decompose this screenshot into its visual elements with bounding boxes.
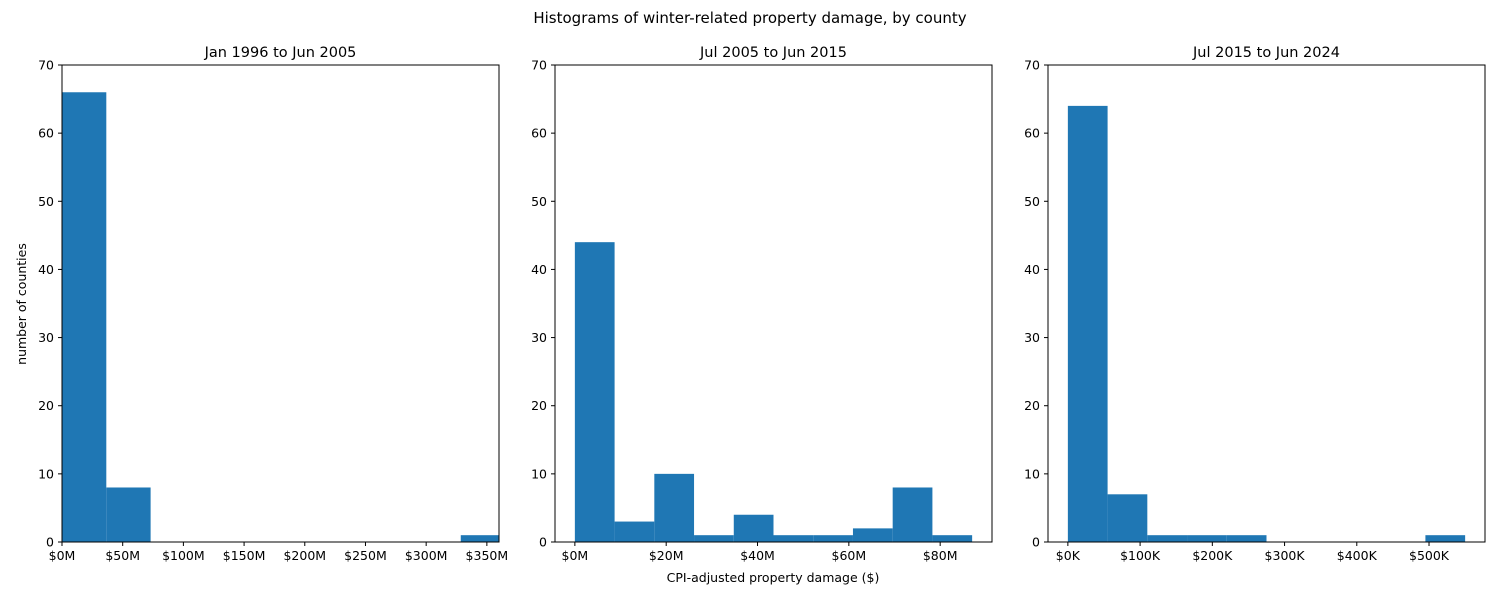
histogram-bar: [813, 535, 853, 542]
y-tick-label: 70: [38, 58, 54, 73]
histogram-bar: [932, 535, 973, 542]
y-tick-label: 20: [1024, 398, 1040, 413]
y-tick-label: 0: [46, 535, 54, 550]
y-tick-label: 60: [1024, 126, 1040, 141]
y-tick-label: 0: [539, 535, 547, 550]
histogram-bar: [852, 528, 893, 542]
y-tick-label: 40: [531, 262, 547, 277]
x-tick-label: $20M: [649, 548, 684, 563]
y-tick-label: 50: [1024, 194, 1040, 209]
histogram-bar: [62, 92, 107, 542]
x-tick-label: $80M: [923, 548, 958, 563]
x-tick-label: $300K: [1265, 548, 1306, 563]
y-tick-label: 70: [1024, 58, 1040, 73]
y-tick-label: 20: [38, 398, 54, 413]
x-tick-label: $350M: [466, 548, 509, 563]
x-tick-label: $400K: [1337, 548, 1378, 563]
x-tick-label: $200K: [1192, 548, 1233, 563]
histogram-bar: [694, 535, 734, 542]
y-tick-label: 50: [38, 194, 54, 209]
y-tick-label: 30: [531, 330, 547, 345]
x-tick-label: $0K: [1056, 548, 1081, 563]
axes-frame: [554, 64, 993, 543]
bars-group: [1067, 105, 1466, 542]
histogram-bar: [1187, 535, 1227, 542]
x-tick-label: $200M: [283, 548, 326, 563]
histogram-bar: [614, 521, 655, 542]
x-tick-label: $500K: [1409, 548, 1450, 563]
bars-group: [574, 242, 973, 542]
x-tick-label: $0M: [49, 548, 76, 563]
y-tick-label: 40: [38, 262, 54, 277]
histogram-bar: [733, 514, 774, 542]
y-tick-label: 10: [531, 466, 547, 481]
histogram-bar: [773, 535, 814, 542]
histogram-bar: [1425, 535, 1466, 542]
x-tick-label: $60M: [832, 548, 867, 563]
x-tick-label: $40M: [740, 548, 775, 563]
histogram-bar: [654, 473, 695, 542]
x-tick-label: $250M: [344, 548, 387, 563]
histogram-panel-2005-2015: Jul 2005 to Jun 2015 $0M $20M $40M $60M $80M 0…: [531, 45, 993, 563]
y-tick-label: 10: [1024, 466, 1040, 481]
axes-frame: [1047, 64, 1486, 543]
histogram-bar: [106, 487, 151, 542]
figure-title: Histograms of winter-related property da…: [533, 9, 966, 27]
histogram-panel-2015-2024: Jul 2015 to Jun 2024 $0K $100K $200K $300K $4…: [1024, 45, 1486, 563]
figure-ylabel: number of counties: [14, 243, 29, 365]
x-tick-label: $100K: [1120, 548, 1161, 563]
histogram-bar: [1147, 535, 1188, 542]
x-tick-label: $50M: [105, 548, 140, 563]
panel-title: Jan 1996 to Jun 2005: [204, 45, 357, 61]
y-tick-label: 60: [38, 126, 54, 141]
axes-frame: [61, 64, 500, 543]
histogram-bar: [460, 535, 499, 542]
y-tick-label: 70: [531, 58, 547, 73]
histogram-panel-1996-2005: Jan 1996 to Jun 2005 $0M $50M $100M $150M $20…: [38, 45, 508, 563]
x-tick-label: $100M: [162, 548, 205, 563]
x-tick-label: $0M: [562, 548, 589, 563]
y-tick-label: 10: [38, 466, 54, 481]
histogram-bar: [1226, 535, 1267, 542]
x-tick-label: $300M: [405, 548, 448, 563]
figure-xlabel: CPI-adjusted property damage ($): [667, 570, 880, 585]
y-tick-label: 20: [531, 398, 547, 413]
histogram-bar: [1067, 105, 1108, 542]
bars-group: [62, 92, 499, 542]
y-tick-label: 50: [531, 194, 547, 209]
panel-title: Jul 2005 to Jun 2015: [699, 45, 847, 61]
y-tick-label: 40: [1024, 262, 1040, 277]
x-tick-label: $150M: [223, 548, 266, 563]
y-tick-label: 60: [531, 126, 547, 141]
histogram-bar: [892, 487, 933, 542]
histogram-bar: [1107, 494, 1148, 542]
y-tick-label: 0: [1032, 535, 1040, 550]
y-tick-label: 30: [38, 330, 54, 345]
panel-title: Jul 2015 to Jun 2024: [1192, 45, 1340, 61]
y-tick-label: 30: [1024, 330, 1040, 345]
histogram-bar: [574, 242, 615, 542]
